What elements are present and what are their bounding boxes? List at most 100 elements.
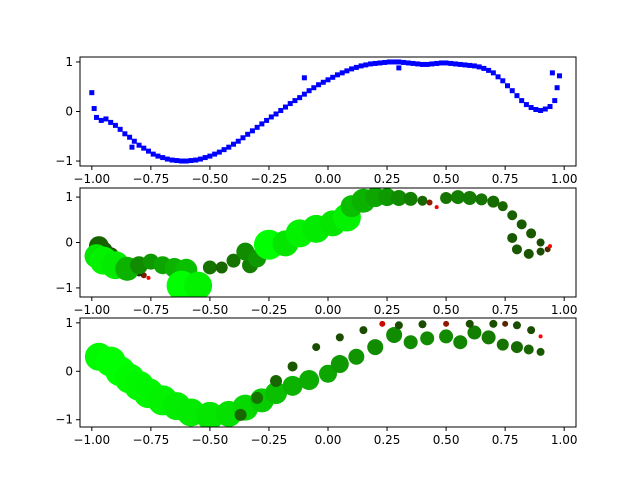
data-point — [471, 63, 477, 69]
data-point — [320, 79, 326, 85]
data-point — [523, 102, 529, 108]
x-tick-label: 0.25 — [374, 172, 401, 186]
data-point — [507, 210, 518, 221]
data-point — [226, 253, 241, 268]
data-point — [394, 321, 403, 330]
data-point — [419, 61, 425, 67]
data-point — [502, 320, 509, 327]
data-point — [438, 60, 444, 66]
data-point — [396, 65, 402, 71]
data-point — [547, 104, 553, 110]
data-point — [197, 156, 203, 162]
data-point — [251, 391, 264, 404]
data-point — [215, 261, 228, 274]
x-tick-label: −0.75 — [132, 303, 169, 317]
x-tick-label: 0.75 — [492, 172, 519, 186]
y-tick-label: 1 — [65, 316, 73, 330]
y-tick-label: 1 — [65, 55, 73, 69]
data-point — [538, 108, 544, 114]
data-point — [527, 326, 536, 335]
data-point — [382, 59, 388, 65]
data-point — [273, 111, 279, 117]
data-point — [112, 122, 118, 128]
data-point — [129, 144, 135, 150]
data-point — [188, 158, 194, 164]
x-tick-label: 0.50 — [433, 303, 460, 317]
data-point — [511, 244, 522, 255]
data-point — [368, 61, 374, 67]
data-point — [391, 59, 397, 65]
data-point — [202, 155, 208, 161]
data-marks — [84, 188, 553, 297]
data-point — [507, 232, 518, 243]
data-point — [108, 119, 114, 125]
data-point — [487, 195, 500, 208]
data-point — [467, 325, 482, 340]
data-point — [476, 64, 482, 70]
data-point — [401, 59, 407, 65]
data-point — [270, 374, 283, 387]
y-tick-label: 0 — [65, 105, 73, 119]
y-tick-label: 0 — [65, 364, 73, 378]
data-point — [193, 157, 199, 163]
x-tick-label: −1.00 — [73, 303, 110, 317]
x-tick-label: −0.75 — [132, 433, 169, 447]
data-point — [417, 195, 428, 206]
x-tick-label: 1.00 — [551, 172, 578, 186]
scatter-plot-middle: −1.00 −0.75 −0.50 −0.25 0.00 0.25 0.50 0.75 1.00… — [55, 187, 578, 317]
data-point — [497, 201, 508, 212]
data-point — [282, 104, 288, 110]
data-point — [424, 61, 430, 67]
data-point — [495, 74, 501, 80]
data-point — [443, 320, 450, 327]
x-tick-label: −0.25 — [251, 303, 288, 317]
data-point — [462, 62, 468, 68]
data-point — [434, 205, 439, 210]
data-point — [403, 191, 418, 206]
data-point — [122, 131, 128, 137]
data-point — [259, 121, 265, 127]
data-point — [306, 88, 312, 94]
data-point — [418, 320, 427, 329]
data-point — [334, 72, 340, 78]
x-tick-label: 0.50 — [433, 433, 460, 447]
data-point — [434, 60, 440, 66]
data-point — [528, 105, 534, 111]
x-tick-label: −0.50 — [192, 172, 229, 186]
data-point — [146, 275, 151, 280]
plot-area — [80, 57, 576, 166]
data-point — [526, 228, 537, 239]
data-point — [212, 151, 218, 157]
data-point — [278, 108, 284, 114]
data-point — [379, 320, 386, 327]
data-point — [500, 78, 506, 84]
y-tick-label: 1 — [65, 190, 73, 204]
data-point — [330, 355, 349, 374]
data-point — [481, 65, 487, 71]
data-point — [169, 157, 175, 163]
data-point — [301, 91, 307, 97]
data-point — [523, 344, 534, 355]
x-tick-label: −1.00 — [73, 172, 110, 186]
data-point — [234, 408, 247, 421]
data-marks — [84, 319, 545, 427]
data-point — [136, 142, 142, 148]
data-point — [552, 98, 558, 104]
data-point — [519, 98, 525, 104]
data-point — [405, 60, 411, 66]
x-tick-label: −0.50 — [192, 303, 229, 317]
x-tick-label: 0.25 — [374, 303, 401, 317]
data-point — [489, 319, 498, 328]
data-point — [164, 156, 170, 162]
y-tick-label: −1 — [55, 413, 73, 427]
data-point — [363, 62, 369, 68]
x-tick-label: 1.00 — [551, 303, 578, 317]
data-point — [299, 370, 320, 391]
data-point — [297, 95, 303, 101]
data-point — [396, 59, 402, 65]
data-point — [475, 193, 488, 206]
data-point — [174, 158, 180, 164]
data-point — [184, 271, 213, 297]
data-point — [510, 341, 523, 354]
